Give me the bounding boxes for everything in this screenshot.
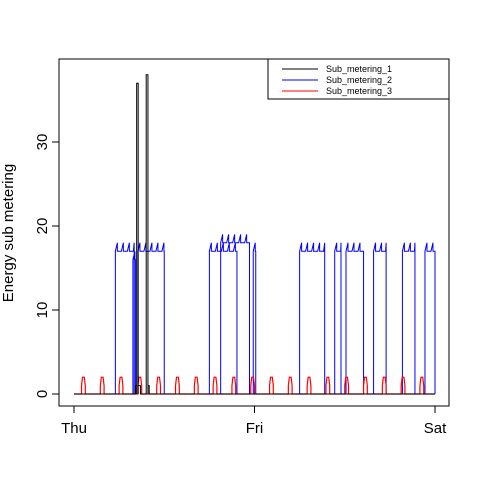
x-axis: Thu Fri Sat — [61, 405, 447, 437]
y-tick-label: 0 — [34, 390, 51, 398]
series-sub-metering-3 — [74, 376, 435, 395]
y-tick-label: 20 — [34, 218, 51, 235]
legend-label: Sub_metering_2 — [326, 75, 392, 85]
y-tick-label: 30 — [34, 134, 51, 151]
y-axis: 0 10 20 30 — [34, 134, 60, 398]
series-layer — [74, 74, 436, 395]
legend-label: Sub_metering_3 — [326, 86, 392, 96]
series-sub-metering-1 — [74, 74, 435, 395]
legend-box — [267, 58, 450, 100]
x-tick-label: Thu — [61, 420, 87, 437]
legend-label: Sub_metering_1 — [326, 64, 392, 74]
plot-frame — [58, 58, 450, 407]
y-tick-label: 10 — [34, 302, 51, 319]
series-sub-metering-2 — [74, 234, 436, 395]
legend: Sub_metering_1Sub_metering_2Sub_metering… — [267, 58, 450, 100]
y-axis-title: Energy sub metering — [0, 164, 17, 302]
x-tick-label: Sat — [424, 420, 447, 437]
x-tick-label: Fri — [246, 420, 264, 437]
